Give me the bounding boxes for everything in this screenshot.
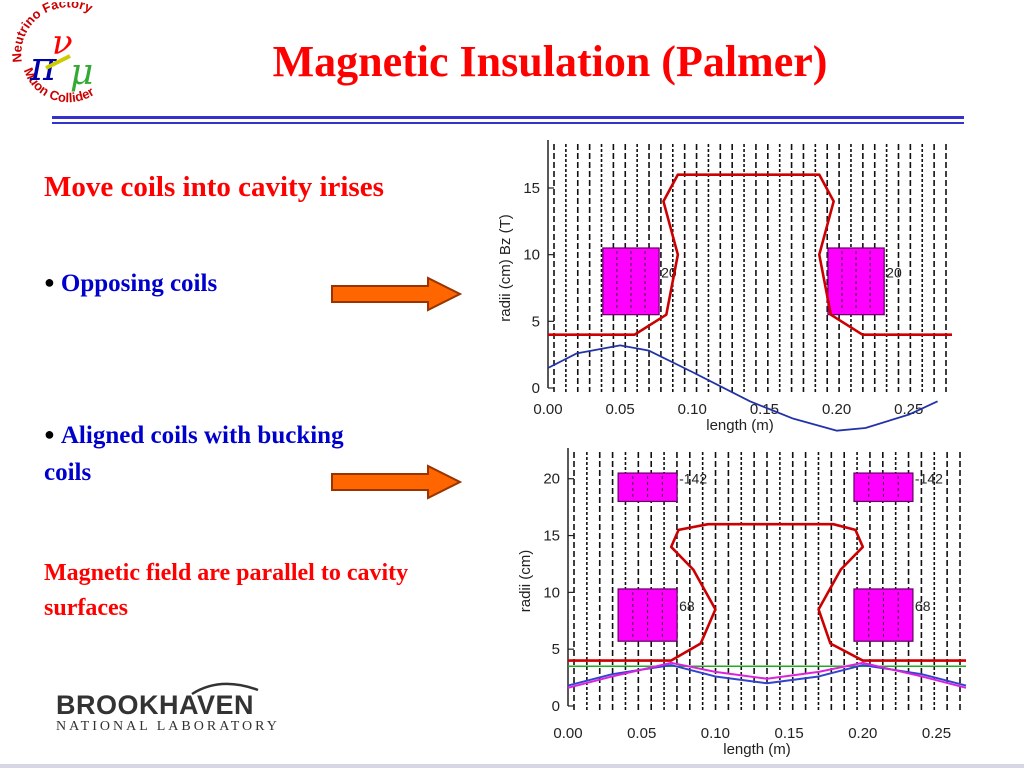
y-tick-label: 0	[532, 380, 540, 397]
bullet-aligned-text: Aligned coils with bucking coils	[44, 422, 344, 486]
arrow-to-bottom-plot	[331, 464, 463, 500]
bullet-dot: ●	[44, 272, 55, 292]
x-tick-label: 0.05	[606, 401, 635, 418]
x-tick-label: 0.05	[627, 725, 656, 742]
y-tick-label: 0	[552, 698, 560, 715]
x-tick-label: 0.25	[894, 401, 923, 418]
slide-title: Magnetic Insulation (Palmer)	[272, 37, 828, 86]
coil-4	[853, 588, 914, 642]
plot-opposing-coils: 0 5 10 15 0.00 0.05 0.10 0.15 0.20 0.25 length (m)…	[497, 140, 952, 434]
x-tick-label: 0.15	[775, 725, 804, 742]
y-tick-label: 15	[523, 180, 540, 197]
title-rule	[52, 116, 964, 119]
x-tick-label: 0.25	[922, 725, 951, 742]
y-tick-label: 10	[523, 247, 540, 264]
svg-text:ν: ν	[52, 23, 73, 63]
bz-curve	[547, 344, 938, 432]
plot-aligned-coils: 0 5 10 15 20 0.00 0.05 0.10 0.15 0.20 0.25 length (…	[517, 448, 967, 758]
svg-text:μ: μ	[70, 52, 93, 93]
title-rule-thin	[52, 122, 964, 124]
coil-label: -142	[679, 470, 707, 486]
x-axis-label: length (m)	[723, 741, 791, 758]
bullet-aligned-coils: ● Aligned coils with bucking coils	[44, 416, 374, 491]
coil-label: -142	[915, 470, 943, 486]
bullet-opposing-coils: ● Opposing coils	[44, 270, 217, 298]
arrow-to-top-plot	[331, 276, 463, 312]
bullet-opposing-text: Opposing coils	[60, 270, 218, 297]
y-axis-label: radii (cm)	[517, 550, 534, 613]
x-axis-label: length (m)	[706, 417, 774, 434]
heading-move-coils: Move coils into cavity irises	[44, 171, 384, 203]
y-tick-label: 15	[543, 528, 560, 545]
x-tick-label: 0.00	[553, 725, 582, 742]
neutrino-factory-logo: Neutrino Factory Muon Collider π ν μ	[9, 2, 96, 105]
coil-label: 68	[915, 598, 931, 614]
x-tick-label: 0.00	[533, 401, 562, 418]
coil-label: 20	[886, 264, 902, 280]
coil-label: 68	[679, 598, 695, 614]
x-tick-label: 0.20	[822, 401, 851, 418]
cavity-curve	[548, 173, 952, 336]
x-tick-label: 0.10	[701, 725, 730, 742]
brookhaven-logo: BROOKHAVEN	[56, 690, 255, 720]
bullet-dot: ●	[44, 424, 55, 444]
y-tick-label: 20	[543, 471, 560, 488]
coil-3	[617, 588, 678, 642]
y-tick-label: 5	[532, 313, 540, 330]
y-axis-label: radii (cm) Bz (T)	[497, 214, 514, 322]
y-tick-label: 10	[543, 584, 560, 601]
footer-rule	[0, 764, 1024, 768]
y-tick-label: 5	[552, 641, 560, 658]
x-tick-label: 0.10	[678, 401, 707, 418]
x-tick-label: 0.20	[848, 725, 877, 742]
x-tick-label: 0.15	[750, 401, 779, 418]
cavity-curve	[568, 522, 966, 662]
brookhaven-swoosh-icon	[191, 682, 259, 696]
field-magenta-curve	[567, 661, 967, 689]
note-parallel-field: Magnetic field are parallel to cavity su…	[44, 560, 409, 621]
brookhaven-subtitle: NATIONAL LABORATORY	[56, 719, 280, 734]
